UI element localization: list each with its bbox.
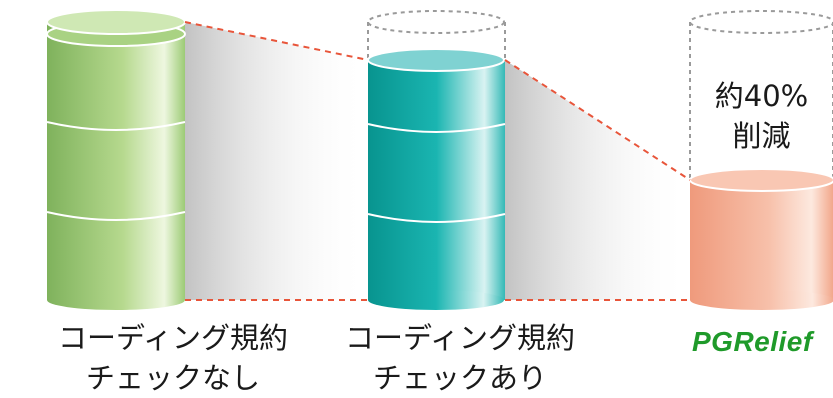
reduction-percent: 約40% <box>714 79 809 113</box>
ghost-top-2 <box>367 10 505 34</box>
connector-shade-2 <box>505 60 690 300</box>
connector-shade-1 <box>185 22 368 300</box>
label-with-check-line1: コーディング規約 <box>345 321 575 355</box>
pgrelief-logo: PGRelief <box>692 326 813 357</box>
cylinder-without-check <box>46 9 186 310</box>
cylinder-with-check <box>367 10 506 310</box>
ghost-top-3 <box>689 10 833 34</box>
label-without-check-line2: チェックなし <box>85 361 260 395</box>
reduction-note: 約40% 削減 <box>690 76 833 156</box>
top-guide-line <box>184 21 691 181</box>
label-with-check-line2: チェックあり <box>372 361 547 395</box>
cylinder-pgrelief <box>689 10 833 310</box>
label-without-check-line1: コーディング規約 <box>58 321 288 355</box>
label-with-check: コーディング規約 チェックあり <box>315 318 605 398</box>
label-without-check: コーディング規約 チェックなし <box>18 318 328 398</box>
reduction-word: 削減 <box>732 119 791 153</box>
